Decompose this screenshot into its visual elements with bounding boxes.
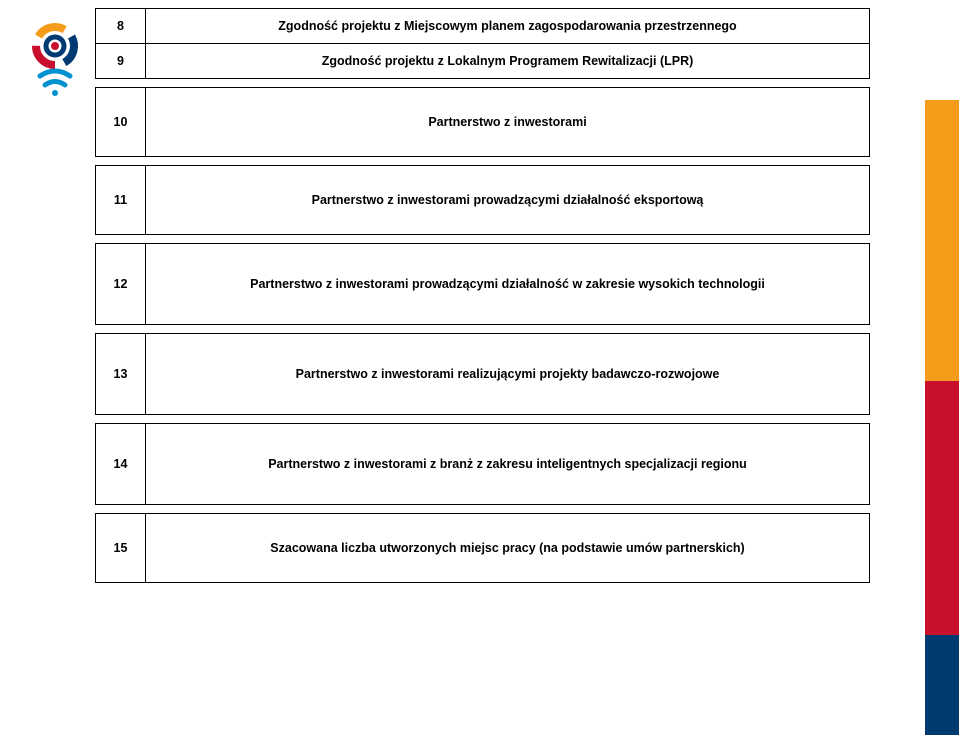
color-sidebar bbox=[925, 0, 959, 735]
sidebar-stripe bbox=[925, 635, 959, 735]
row-text: Partnerstwo z inwestorami prowadzącymi d… bbox=[146, 166, 869, 234]
row-text: Partnerstwo z inwestorami bbox=[146, 88, 869, 156]
brand-logo bbox=[20, 18, 90, 98]
sidebar-stripe bbox=[925, 381, 959, 635]
sidebar-stripe bbox=[925, 0, 959, 100]
table-row: 15 Szacowana liczba utworzonych miejsc p… bbox=[95, 513, 870, 583]
row-text: Zgodność projektu z Lokalnym Programem R… bbox=[146, 44, 869, 78]
row-number: 13 bbox=[96, 334, 146, 414]
row-text: Partnerstwo z inwestorami prowadzącymi d… bbox=[146, 244, 869, 324]
table-row: 11 Partnerstwo z inwestorami prowadzącym… bbox=[95, 165, 870, 235]
sidebar-stripe bbox=[925, 100, 959, 381]
row-number: 12 bbox=[96, 244, 146, 324]
row-number: 9 bbox=[96, 44, 146, 78]
table-row: 8 Zgodność projektu z Miejscowym planem … bbox=[95, 8, 870, 44]
row-text: Partnerstwo z inwestorami realizującymi … bbox=[146, 334, 869, 414]
row-text: Zgodność projektu z Miejscowym planem za… bbox=[146, 9, 869, 43]
row-number: 8 bbox=[96, 9, 146, 43]
criteria-table: 8 Zgodność projektu z Miejscowym planem … bbox=[95, 8, 870, 583]
table-row: 9 Zgodność projektu z Lokalnym Programem… bbox=[95, 44, 870, 79]
table-row: 14 Partnerstwo z inwestorami z branż z z… bbox=[95, 423, 870, 505]
row-number: 15 bbox=[96, 514, 146, 582]
row-number: 10 bbox=[96, 88, 146, 156]
table-row: 13 Partnerstwo z inwestorami realizujący… bbox=[95, 333, 870, 415]
table-row: 12 Partnerstwo z inwestorami prowadzącym… bbox=[95, 243, 870, 325]
row-text: Partnerstwo z inwestorami z branż z zakr… bbox=[146, 424, 869, 504]
table-row: 10 Partnerstwo z inwestorami bbox=[95, 87, 870, 157]
row-number: 14 bbox=[96, 424, 146, 504]
row-text: Szacowana liczba utworzonych miejsc prac… bbox=[146, 514, 869, 582]
row-number: 11 bbox=[96, 166, 146, 234]
